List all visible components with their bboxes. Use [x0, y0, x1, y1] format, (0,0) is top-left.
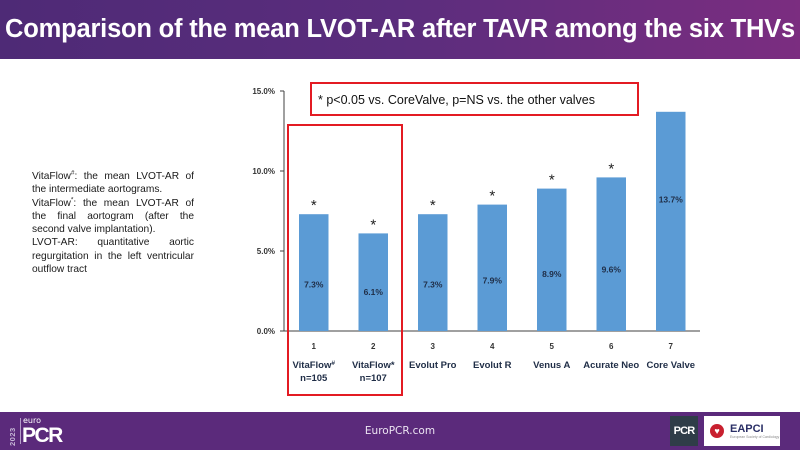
significance-marker: *: [311, 197, 317, 214]
bar-data-label: 9.6%: [602, 265, 622, 275]
y-tick-label: 5.0%: [257, 247, 275, 256]
europcr-logo-prefix: euro: [23, 416, 41, 425]
logo-divider: [20, 418, 21, 444]
footnote-legend: VitaFlow#: the mean LVOT-AR of the inter…: [32, 170, 194, 276]
category-name: VitaFlow*: [352, 360, 395, 371]
eapci-logo: ♥ EAPCI European Society of Cardiology: [704, 416, 780, 446]
significance-marker: *: [608, 160, 614, 177]
significance-marker: *: [489, 188, 495, 205]
pcr-badge-logo: PCR: [670, 416, 698, 446]
category-sample-size: n=107: [360, 373, 387, 384]
significance-note-text: * p<0.05 vs. CoreValve, p=NS vs. the oth…: [318, 93, 595, 107]
x-tick-label: 5: [550, 342, 555, 351]
category-name: Evolut Pro: [409, 360, 457, 371]
x-tick-label: 3: [431, 342, 436, 351]
eapci-subtitle: European Society of Cardiology: [730, 435, 780, 439]
eapci-name: EAPCI: [730, 423, 764, 435]
chart-bars: [299, 111, 686, 331]
bar: [537, 188, 567, 331]
bar: [418, 214, 448, 331]
bar-data-label: 13.7%: [659, 194, 684, 204]
highlight-box-vitaflow: [287, 124, 403, 396]
bar-data-label: 7.3%: [423, 279, 443, 289]
category-sample-size: n=105: [300, 373, 328, 384]
bar-data-label: 8.9%: [542, 269, 562, 279]
footer-url-link[interactable]: EuroPCR.com: [364, 425, 436, 437]
bar-data-label: 6.1%: [364, 287, 384, 297]
bar: [477, 204, 507, 331]
slide-footer: 2023 euro PCR EuroPCR.com: [0, 412, 800, 450]
category-name: VitaFlow#: [292, 360, 335, 371]
category-name: Venus A: [533, 360, 570, 371]
significance-note-box: [310, 82, 639, 116]
category-name: Evolut R: [473, 360, 512, 371]
note-vitaflow-star: VitaFlow*: the mean LVOT-AR of the final…: [32, 196, 194, 236]
y-tick-label: 15.0%: [252, 87, 275, 96]
europcr-logo: PCR: [22, 424, 63, 447]
note-vitaflow-hash: VitaFlow#: the mean LVOT-AR of the inter…: [32, 169, 194, 196]
significance-marker: *: [430, 197, 436, 214]
bar: [299, 214, 329, 331]
category-name: Core Valve: [646, 360, 695, 371]
slide-title: Comparison of the mean LVOT-AR after TAV…: [5, 15, 795, 43]
bar-data-label: 7.3%: [304, 279, 324, 289]
category-name: Acurate Neo: [583, 360, 639, 371]
x-tick-label: 2: [371, 342, 376, 351]
x-tick-label: 6: [609, 342, 614, 351]
slide-header: Comparison of the mean LVOT-AR after TAV…: [0, 0, 800, 59]
x-tick-label: 7: [669, 342, 674, 351]
heart-icon: ♥: [710, 424, 724, 438]
chart-labels: 7.3% * 1 VitaFlow# n=105 6.1% * 2 VitaFlow* n=107…: [292, 160, 695, 384]
bar-data-label: 7.9%: [483, 275, 503, 285]
significance-marker: *: [370, 216, 376, 233]
x-tick-label: 1: [312, 342, 317, 351]
bar: [596, 177, 626, 331]
y-tick-label: 10.0%: [252, 167, 275, 176]
significance-marker: *: [549, 172, 555, 189]
bar: [656, 111, 686, 331]
x-tick-label: 4: [490, 342, 495, 351]
chart-annotations: * p<0.05 vs. CoreValve, p=NS vs. the oth…: [287, 82, 639, 396]
bar: [358, 233, 388, 331]
note-lvot-ar: LVOT-AR: quantitative aortic regurgitati…: [32, 237, 194, 276]
y-tick-label: 0.0%: [257, 327, 275, 336]
